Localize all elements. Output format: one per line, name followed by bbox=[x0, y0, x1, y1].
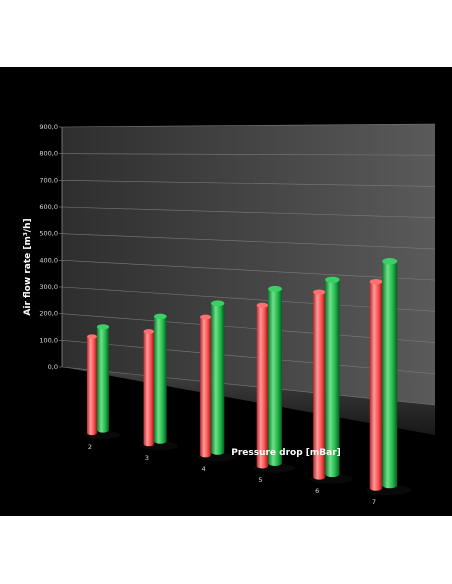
bar-top bbox=[87, 334, 97, 339]
bar-body bbox=[154, 316, 167, 441]
bar-base bbox=[97, 427, 109, 433]
bar-base bbox=[313, 474, 326, 480]
bar-base bbox=[325, 470, 340, 478]
bar-3-series-2 bbox=[154, 313, 167, 444]
y-tick-label: 700,0 bbox=[39, 176, 58, 184]
y-tick-label: 100,0 bbox=[39, 336, 58, 344]
bar-top bbox=[211, 300, 225, 307]
x-tick-label: 5 bbox=[258, 476, 262, 484]
bar-body bbox=[87, 336, 97, 433]
y-tick-label: 800,0 bbox=[39, 150, 58, 158]
bar-top bbox=[97, 324, 109, 330]
bar-body bbox=[369, 281, 383, 488]
y-tick-label: 0,0 bbox=[48, 363, 58, 371]
x-tick-label: 4 bbox=[202, 465, 206, 473]
gridline bbox=[61, 123, 436, 128]
bar-base bbox=[211, 449, 225, 455]
bar-body bbox=[143, 331, 155, 444]
y-tick-label: 400,0 bbox=[39, 256, 58, 264]
x-tick-label: 7 bbox=[372, 498, 376, 506]
y-axis-title: Air flow rate [m³/h] bbox=[23, 218, 33, 315]
gridline bbox=[61, 260, 436, 281]
bar-7-series-1 bbox=[369, 278, 383, 491]
bar-5-series-1 bbox=[256, 302, 269, 469]
x-tick-label: 6 bbox=[315, 487, 319, 495]
bar-top bbox=[313, 289, 326, 295]
bar-top bbox=[369, 278, 383, 285]
bar-body bbox=[97, 326, 109, 430]
bar-body bbox=[200, 317, 212, 455]
y-tick-label: 200,0 bbox=[39, 310, 58, 318]
x-tick-label: 2 bbox=[88, 443, 92, 451]
bar-body bbox=[256, 305, 269, 466]
bar-4-series-1 bbox=[200, 314, 212, 458]
bars bbox=[84, 258, 411, 495]
bar-base bbox=[268, 459, 282, 467]
bar-top bbox=[200, 314, 212, 320]
bar-base bbox=[382, 481, 398, 489]
bar-base bbox=[256, 463, 269, 469]
chart-panel: 0,0 100,0 200,0 300,0 400,0 500,0 600,0 700,0 80… bbox=[0, 67, 452, 516]
bar-top bbox=[143, 329, 155, 334]
bar-base bbox=[200, 452, 212, 458]
bar-base bbox=[154, 438, 167, 444]
y-tick-label: 900,0 bbox=[39, 123, 58, 131]
bar-4-series-2 bbox=[211, 300, 225, 455]
bar-5-series-2 bbox=[268, 285, 282, 467]
bar-2-series-1 bbox=[87, 334, 97, 436]
gridline bbox=[61, 206, 436, 218]
bar-base bbox=[87, 430, 97, 436]
bar-6-series-1 bbox=[313, 289, 326, 480]
bar-7-series-2 bbox=[382, 258, 398, 489]
bar-base bbox=[369, 485, 383, 491]
bar-6-series-2 bbox=[325, 276, 340, 478]
bar-body bbox=[211, 303, 225, 452]
bar-body bbox=[313, 292, 326, 477]
y-tick-label: 600,0 bbox=[39, 203, 58, 211]
bar-top bbox=[268, 285, 282, 292]
x-tick-labels: 2 3 4 5 6 7 bbox=[88, 443, 376, 506]
bar-top bbox=[154, 313, 167, 320]
x-tick-label: 3 bbox=[145, 454, 149, 462]
gridline bbox=[61, 153, 436, 156]
bar-body bbox=[325, 279, 340, 474]
y-tick-labels: 0,0 100,0 200,0 300,0 400,0 500,0 600,0 700,0 80… bbox=[39, 123, 58, 371]
bar-3-series-1 bbox=[143, 329, 155, 447]
bar-body bbox=[268, 288, 282, 463]
bar-body bbox=[382, 261, 398, 485]
bar-base bbox=[143, 441, 155, 447]
bar-top bbox=[382, 258, 398, 265]
bar-top bbox=[325, 276, 340, 283]
bar-chart: 0,0 100,0 200,0 300,0 400,0 500,0 600,0 700,0 80… bbox=[23, 123, 436, 506]
gridline bbox=[61, 180, 436, 187]
x-axis-title: Pressure drop [mBar] bbox=[231, 448, 341, 458]
gridline bbox=[61, 233, 436, 250]
bar-2-series-2 bbox=[97, 324, 109, 433]
y-tick-label: 300,0 bbox=[39, 283, 58, 291]
bar-top bbox=[256, 302, 269, 308]
y-tick-label: 500,0 bbox=[39, 230, 58, 238]
